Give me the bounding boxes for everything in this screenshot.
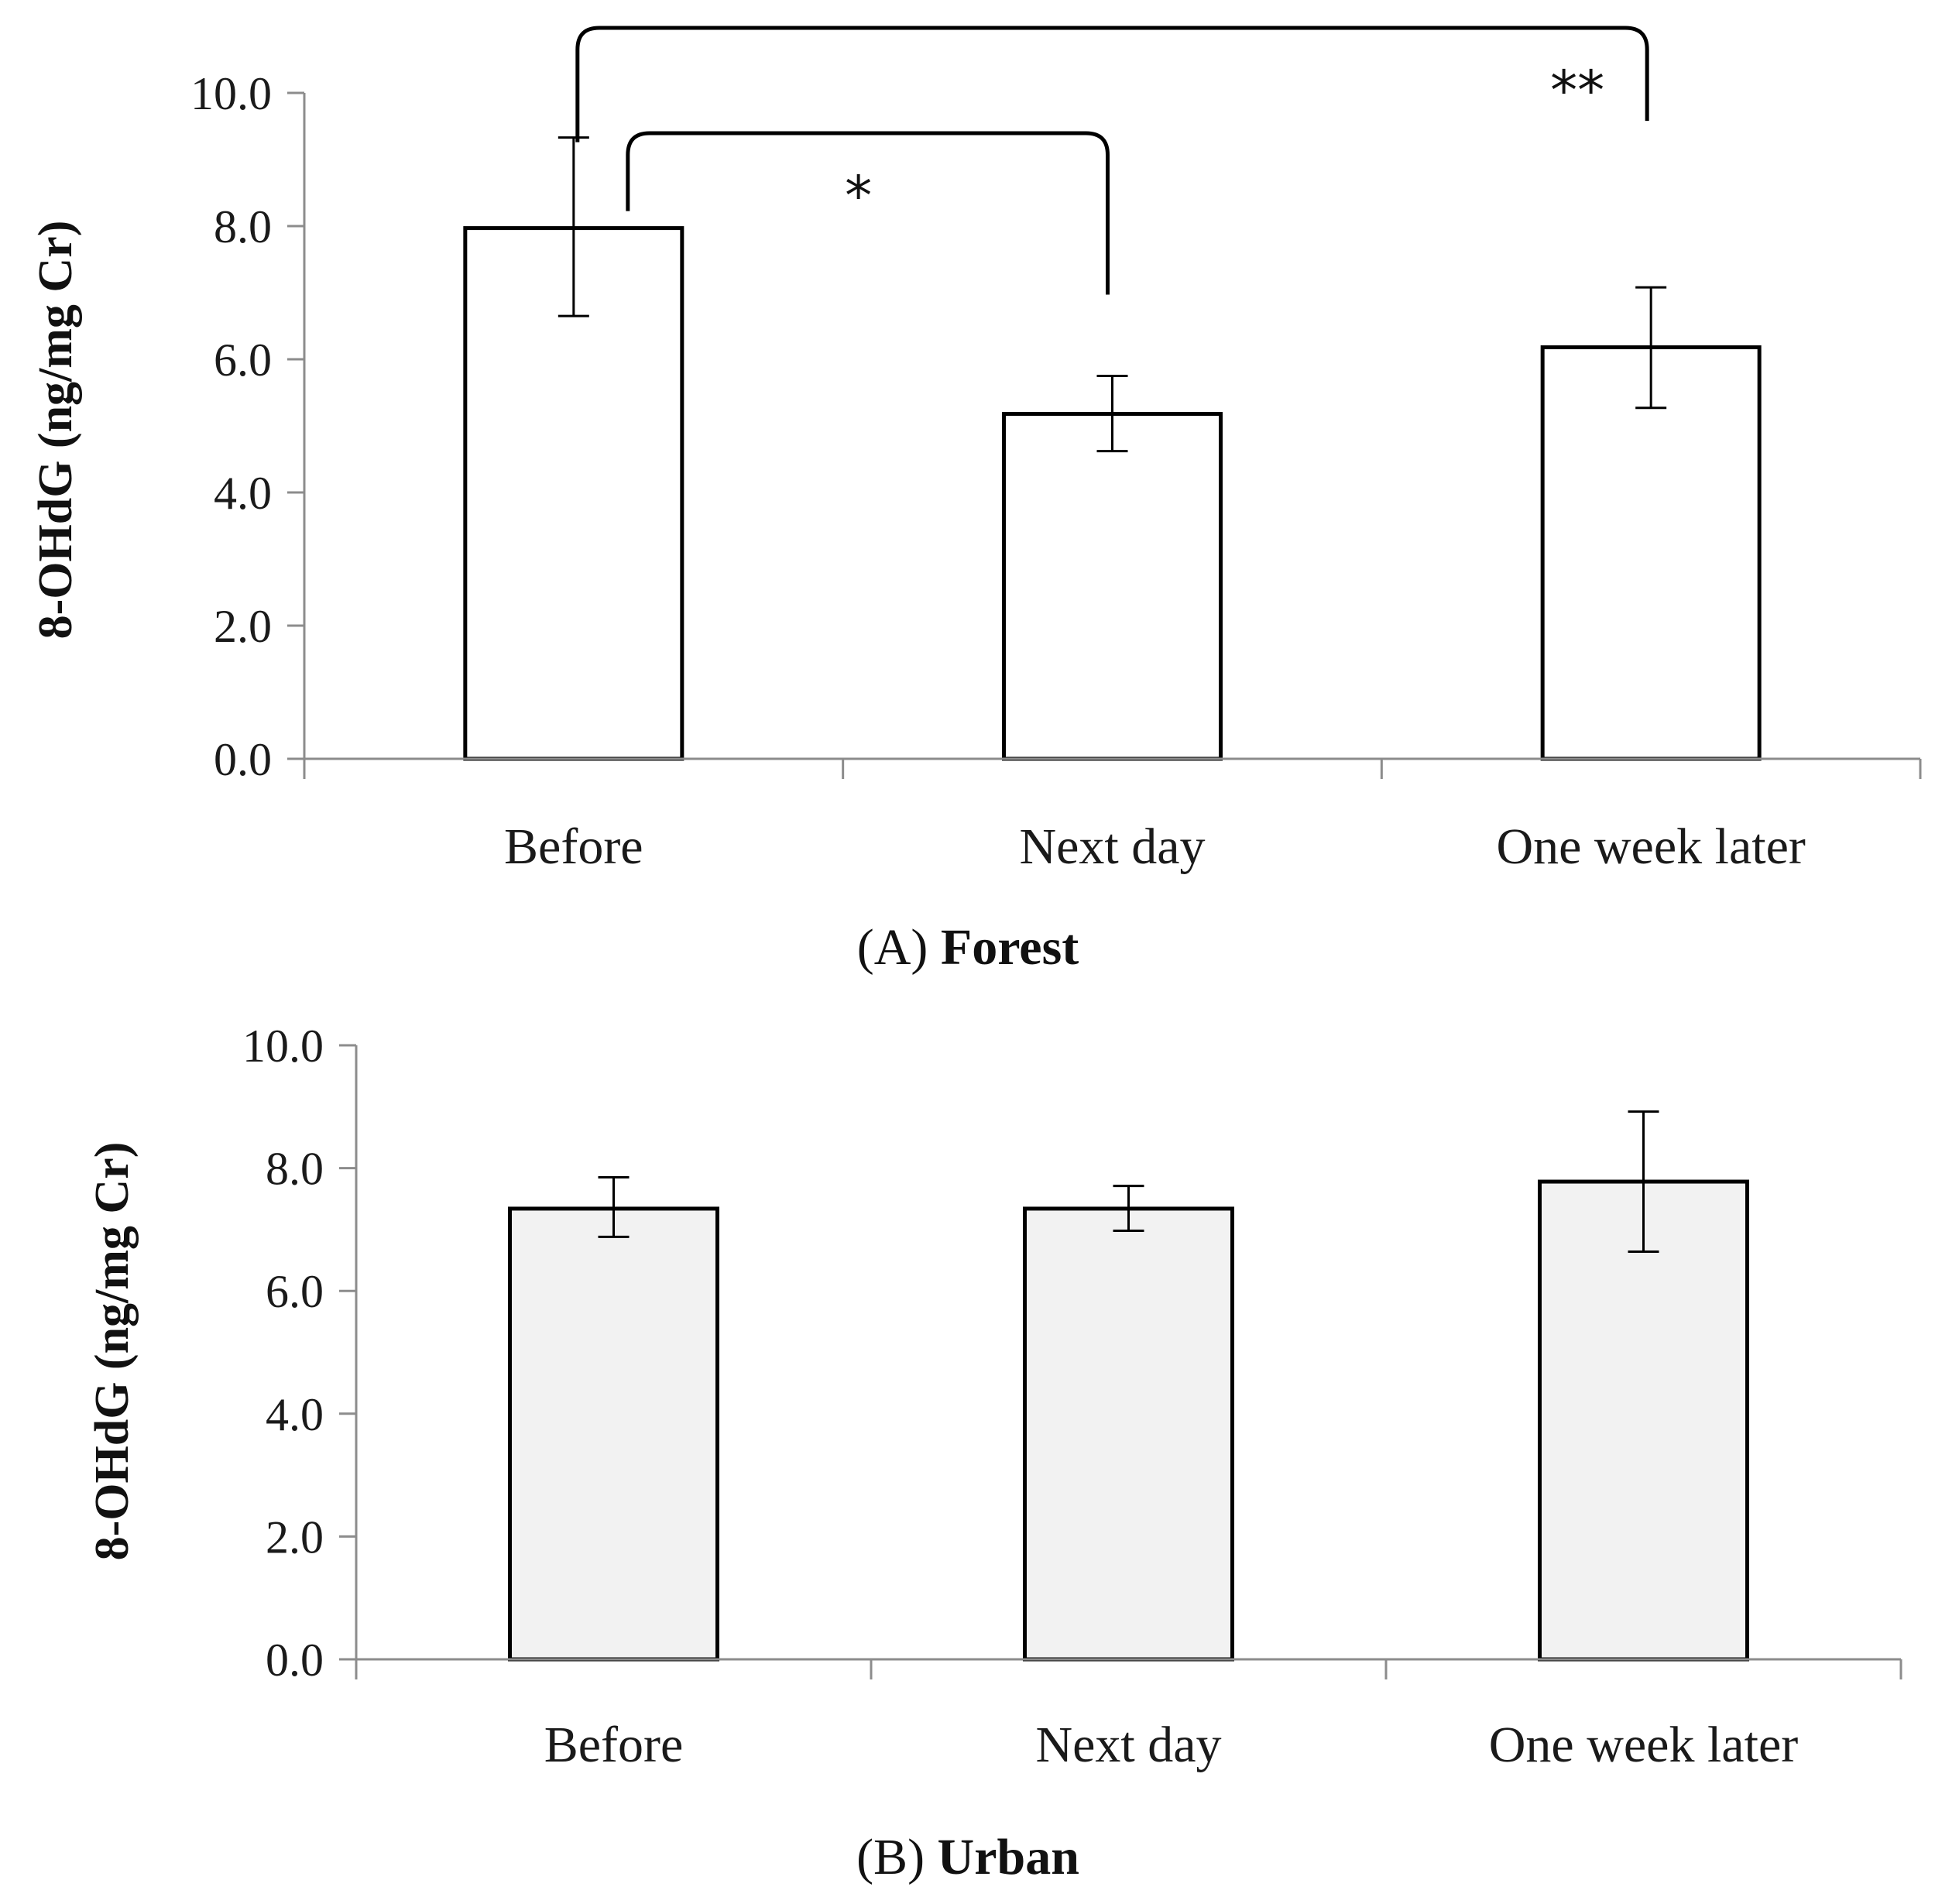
panel-b-y-tick-label: 6.0: [266, 1266, 324, 1317]
panel-a-axes: [303, 93, 1922, 779]
panel-b-y-tick-label: 10.0: [242, 1021, 324, 1072]
panel-a-bar: [1540, 345, 1762, 761]
panel-b-axes: [355, 1045, 1902, 1679]
panel-b-bars: [508, 1179, 1749, 1662]
panel-a-caption-title: Forest: [941, 919, 1079, 976]
panel-a-category-label: One week later: [1496, 818, 1805, 875]
panel-a-significance-label: **: [1550, 59, 1604, 122]
panel-a-y-tick-label: 4.0: [214, 468, 272, 519]
panel-b-y-tick-label: 0.0: [266, 1635, 324, 1686]
panel-a-error-bars: [558, 136, 1667, 453]
panel-b-y-axis-label: 8-OHdG (ng/mg Cr): [86, 1142, 139, 1561]
panel-a-y-tick-label: 10.0: [190, 68, 272, 119]
panel-b-y-tick-label: 2.0: [266, 1511, 324, 1563]
panel-b-category-label: Next day: [1035, 1717, 1221, 1773]
panel-a-caption: (A) Forest: [857, 919, 1079, 976]
panel-a-significance-bracket: [626, 131, 1110, 295]
panel-a-bars: [463, 226, 1762, 761]
panel-b-caption-title: Urban: [938, 1829, 1079, 1885]
panel-a-y-axis-label: 8-OHdG (ng/mg Cr): [29, 221, 82, 640]
panel-b-chart: 8-OHdG (ng/mg Cr) 0.0 2.0 4.0 6.0 8.0 10.0 Be…: [86, 1021, 1902, 1885]
panel-a-bar: [1002, 412, 1223, 761]
panel-a-significance: ***: [575, 26, 1649, 295]
panel-a-category-label: Before: [504, 818, 643, 875]
panel-b-bar: [1023, 1206, 1234, 1662]
panel-b-error-bars: [598, 1110, 1659, 1253]
panel-b-bar: [1538, 1179, 1749, 1662]
panel-a-chart: 8-OHdG (ng/mg Cr) 0.02.04.06.08.010.0 **…: [29, 26, 1922, 976]
panel-b-category-label: One week later: [1489, 1717, 1798, 1773]
panel-a-significance-bracket: [575, 26, 1649, 142]
panel-a-y-tick-label: 0.0: [214, 734, 272, 785]
panel-a-y-tick-label: 2.0: [214, 601, 272, 652]
panel-a-y-ticks: 0.0 2.0 4.0 6.0 8.0 10.0: [190, 68, 304, 785]
panel-b-y-tick-label: 4.0: [266, 1389, 324, 1440]
panel-a-category-label: Next day: [1019, 818, 1205, 875]
panel-a-y-tick-label: 8.0: [214, 201, 272, 252]
panel-a-caption-prefix: (A): [857, 919, 928, 976]
panel-b-caption-prefix: (B): [856, 1829, 925, 1885]
panel-b-y-ticks: 0.0 2.0 4.0 6.0 8.0 10.0: [242, 1021, 356, 1686]
panel-b-category-label: Before: [544, 1717, 684, 1773]
panel-b-caption: (B) Urban: [856, 1829, 1079, 1885]
panel-a-significance-label: *: [845, 164, 872, 228]
panel-a-y-tick-label: 6.0: [214, 334, 272, 386]
panel-b-bar: [508, 1206, 719, 1662]
panel-a-category-labels: Before Next day One week later: [504, 818, 1806, 875]
panel-b-y-tick-label: 8.0: [266, 1144, 324, 1195]
panel-b-category-labels: Before Next day One week later: [544, 1717, 1799, 1773]
